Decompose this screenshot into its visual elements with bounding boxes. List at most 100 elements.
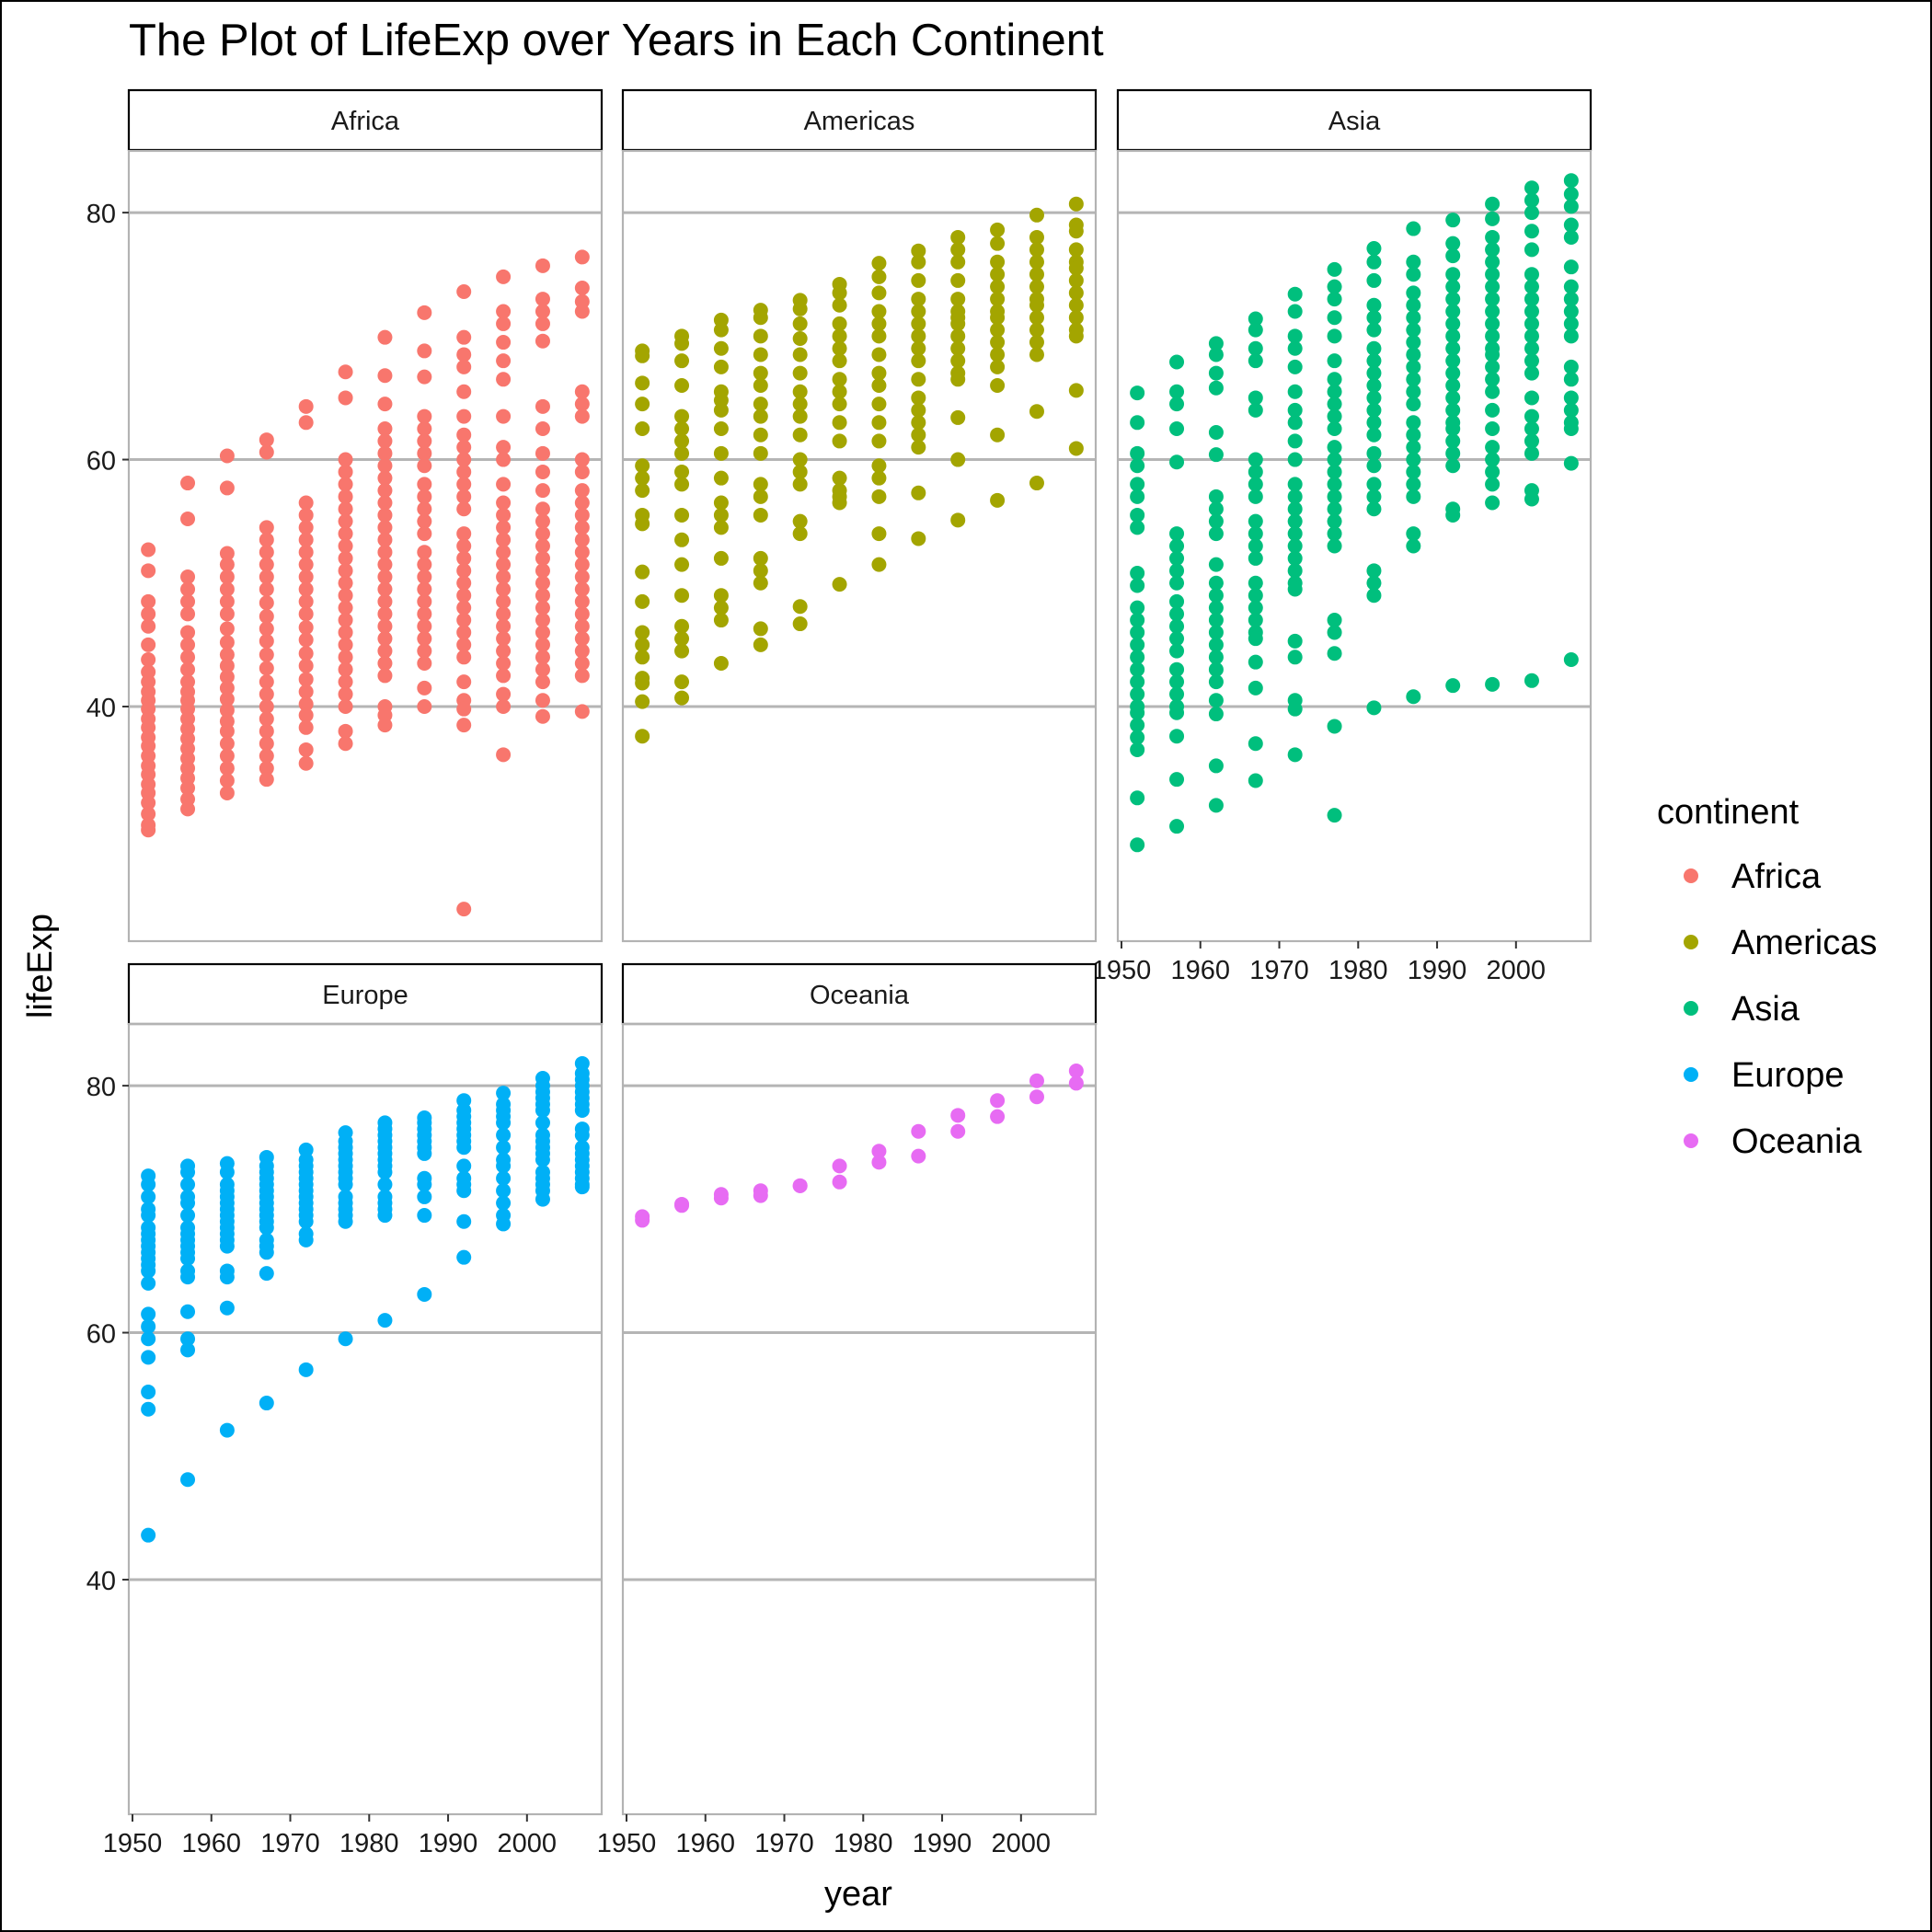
- data-point-asia-1972-117: [1287, 650, 1303, 665]
- legend-key-asia: [1684, 1001, 1698, 1016]
- data-point-asia-1977-139: [1327, 526, 1342, 542]
- data-point-africa-1992-195: [456, 284, 472, 300]
- data-point-asia-1982-155: [1366, 378, 1382, 394]
- data-point-americas-1992-145: [950, 272, 966, 288]
- data-point-americas-1957-29: [674, 507, 690, 523]
- data-point-americas-1957-21: [674, 353, 690, 369]
- data-point-africa-1977-137: [338, 661, 353, 677]
- data-point-africa-1962-59: [219, 647, 235, 662]
- data-point-africa-1997-227: [496, 335, 512, 351]
- data-point-africa-1967-83: [259, 633, 274, 649]
- data-point-asia-1997-229: [1485, 372, 1501, 387]
- data-point-americas-2007-194: [1068, 285, 1084, 301]
- data-point-asia-1962-55: [1208, 501, 1224, 517]
- data-point-americas-1957-30: [674, 532, 690, 547]
- data-point-europe-1972-84: [298, 1213, 314, 1229]
- data-point-europe-1952-1: [141, 1177, 156, 1192]
- x-tick-label: 1970: [260, 1829, 320, 1858]
- data-point-africa-1992-210: [456, 550, 472, 566]
- data-point-americas-1952-1: [635, 348, 650, 363]
- data-point-oceania-1987-14: [911, 1123, 926, 1139]
- data-point-africa-1997-234: [496, 495, 512, 511]
- data-point-asia-1997-216: [1485, 211, 1501, 226]
- data-point-africa-2007-284: [574, 397, 590, 412]
- data-point-americas-1967-58: [753, 328, 768, 344]
- data-point-europe-1962-40: [219, 1165, 235, 1180]
- data-point-americas-1967-61: [753, 378, 768, 394]
- data-point-asia-1967-95: [1248, 773, 1263, 788]
- data-point-americas-1972-82: [792, 408, 808, 424]
- data-point-africa-1972-95: [298, 398, 314, 414]
- data-point-americas-1977-97: [832, 353, 847, 369]
- data-point-asia-1982-165: [1366, 563, 1382, 579]
- data-point-americas-2007-189: [1068, 224, 1084, 239]
- facet-panel-oceania: Oceania 1950 1960 1970 1980 1990 2000: [597, 962, 1098, 1858]
- data-point-asia-1977-125: [1327, 328, 1342, 344]
- data-point-africa-1997-248: [496, 668, 512, 684]
- data-point-africa-1957-28: [180, 581, 196, 597]
- data-point-africa-1987-192: [417, 656, 432, 672]
- legend-label-oceania: Oceania: [1731, 1122, 1862, 1161]
- data-point-asia-1957-35: [1169, 593, 1185, 609]
- data-point-africa-2002-254: [535, 304, 550, 319]
- data-point-americas-1952-14: [635, 650, 650, 665]
- data-point-africa-1962-66: [219, 723, 235, 739]
- data-point-asia-1972-119: [1287, 701, 1303, 717]
- data-point-europe-2002-163: [535, 1102, 550, 1118]
- data-point-africa-2007-296: [574, 581, 590, 597]
- data-point-asia-1987-188: [1406, 489, 1421, 504]
- data-point-americas-1952-11: [635, 593, 650, 609]
- data-point-europe-1952-4: [141, 1208, 156, 1224]
- data-point-africa-1972-115: [298, 719, 314, 735]
- data-point-africa-2007-285: [574, 408, 590, 424]
- data-point-asia-1967-76: [1248, 390, 1263, 406]
- data-point-americas-1952-12: [635, 625, 650, 640]
- data-point-africa-1962-50: [219, 480, 235, 496]
- data-point-asia-1992-209: [1445, 433, 1461, 449]
- data-point-americas-1972-77: [792, 331, 808, 347]
- data-point-europe-2007-192: [574, 1179, 590, 1195]
- data-point-americas-1962-46: [713, 445, 729, 461]
- data-point-asia-2007-265: [1563, 229, 1579, 245]
- data-point-africa-1977-121: [338, 464, 353, 479]
- data-point-asia-1972-113: [1287, 563, 1303, 579]
- data-point-americas-1957-34: [674, 631, 690, 647]
- data-point-asia-1967-93: [1248, 680, 1263, 696]
- data-point-asia-2007-268: [1563, 292, 1579, 307]
- data-point-africa-1982-145: [377, 397, 393, 412]
- data-point-asia-2002-245: [1524, 279, 1539, 294]
- data-point-asia-1962-67: [1208, 674, 1224, 690]
- data-point-asia-2002-254: [1524, 408, 1539, 424]
- data-point-africa-1967-87: [259, 686, 274, 702]
- data-point-asia-1997-236: [1485, 477, 1501, 492]
- data-point-asia-1952-15: [1130, 661, 1145, 677]
- data-point-europe-1962-54: [219, 1300, 235, 1316]
- data-point-africa-1982-150: [377, 470, 393, 486]
- data-point-asia-1972-106: [1287, 477, 1303, 492]
- data-point-asia-1982-166: [1366, 575, 1382, 591]
- data-point-americas-1972-78: [792, 347, 808, 362]
- data-point-asia-1997-217: [1485, 229, 1501, 245]
- data-point-asia-1972-115: [1287, 581, 1303, 597]
- data-point-americas-1977-103: [832, 470, 847, 486]
- data-point-asia-1957-27: [1169, 397, 1185, 412]
- data-point-americas-1982-122: [871, 489, 887, 504]
- data-point-africa-1972-101: [298, 545, 314, 560]
- data-point-africa-1982-164: [377, 643, 393, 659]
- data-point-africa-1967-82: [259, 621, 274, 637]
- x-tick-label: 1970: [1249, 956, 1309, 985]
- data-point-africa-1957-31: [180, 625, 196, 640]
- data-point-asia-1957-38: [1169, 631, 1185, 647]
- data-point-africa-1977-124: [338, 501, 353, 517]
- data-point-africa-1977-136: [338, 650, 353, 665]
- data-point-africa-1982-152: [377, 495, 393, 511]
- facet-strip-oceania: [621, 962, 1098, 1026]
- data-point-asia-1992-213: [1445, 507, 1461, 523]
- data-point-americas-1987-125: [911, 243, 926, 259]
- data-point-europe-2007-184: [574, 1127, 590, 1143]
- data-point-africa-1967-94: [259, 772, 274, 788]
- data-point-americas-1967-63: [753, 408, 768, 424]
- data-point-asia-1997-219: [1485, 254, 1501, 270]
- data-point-asia-1992-211: [1445, 458, 1461, 474]
- data-point-americas-1962-52: [713, 588, 729, 604]
